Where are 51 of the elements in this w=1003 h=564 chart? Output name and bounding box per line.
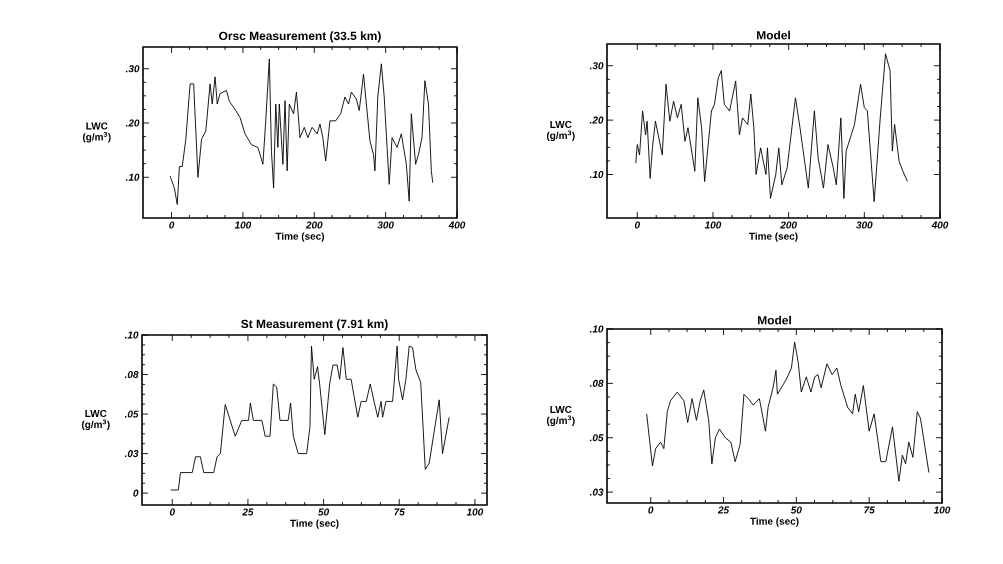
x-axis-title: Time (sec) — [750, 517, 799, 527]
x-tick-label: 25 — [717, 506, 730, 514]
x-tick-label: 0 — [648, 506, 654, 514]
y-tick-label: .10 — [125, 173, 140, 181]
y-tick-label: .05 — [124, 410, 139, 418]
y-axis-title: LWC (g/m$^{3}$) — [82, 122, 111, 143]
y-axis-title: LWC (g/m$^{3}$) — [81, 409, 110, 431]
y-tick-label: .10 — [589, 325, 604, 333]
x-tick-label: 0 — [634, 221, 640, 229]
x-tick-label: 75 — [394, 508, 405, 516]
chart-title: Model — [757, 30, 790, 40]
chart-title: Orsc Measurement (33.5 km) — [219, 31, 381, 43]
y-tick-label: .10 — [589, 170, 604, 179]
x-tick-label: 50 — [318, 508, 330, 516]
x-tick-label: 400 — [931, 221, 949, 229]
chart-title: Model — [758, 315, 791, 325]
line-series — [169, 58, 434, 205]
x-tick-label: 100 — [933, 506, 951, 514]
x-tick-label: 100 — [704, 221, 722, 229]
y-tick-label: .08 — [589, 379, 604, 387]
line-series — [635, 53, 908, 203]
x-tick-label: 100 — [466, 508, 484, 516]
x-tick-label: 300 — [856, 221, 873, 229]
chart-title: St Measurement (7.91 km) — [241, 319, 388, 331]
y-tick-label: .08 — [124, 371, 139, 379]
y-axis-title: LWC (g/m$^{3}$) — [546, 120, 575, 141]
x-tick-label: 50 — [790, 506, 802, 514]
x-tick-label: 25 — [242, 508, 254, 516]
y-tick-label: .03 — [124, 450, 139, 458]
x-tick-label: 75 — [864, 506, 875, 514]
y-axis-title: LWC (g/m$^{3}$) — [546, 405, 575, 427]
y-tick-label: .10 — [124, 331, 139, 339]
y-tick-label: 0 — [133, 489, 139, 497]
x-tick-label: 400 — [448, 221, 466, 229]
x-tick-label: 200 — [780, 221, 797, 229]
x-tick-label: 200 — [305, 221, 323, 229]
y-tick-label: .05 — [589, 434, 604, 442]
x-tick-label: 300 — [377, 221, 394, 229]
line-series — [646, 341, 930, 482]
x-tick-label: 0 — [169, 221, 175, 229]
y-tick-label: .30 — [589, 62, 604, 70]
x-axis-title: Time (sec) — [275, 232, 325, 242]
y-tick-label: .03 — [589, 488, 604, 496]
x-tick-label: 0 — [169, 508, 175, 516]
line-series — [170, 345, 450, 491]
x-axis-title: Time (sec) — [749, 232, 798, 242]
y-tick-label: .30 — [125, 65, 140, 73]
y-tick-label: .20 — [589, 116, 604, 124]
x-axis-title: Time (sec) — [290, 519, 339, 529]
x-tick-label: 100 — [234, 221, 252, 229]
y-tick-label: .20 — [125, 119, 140, 127]
